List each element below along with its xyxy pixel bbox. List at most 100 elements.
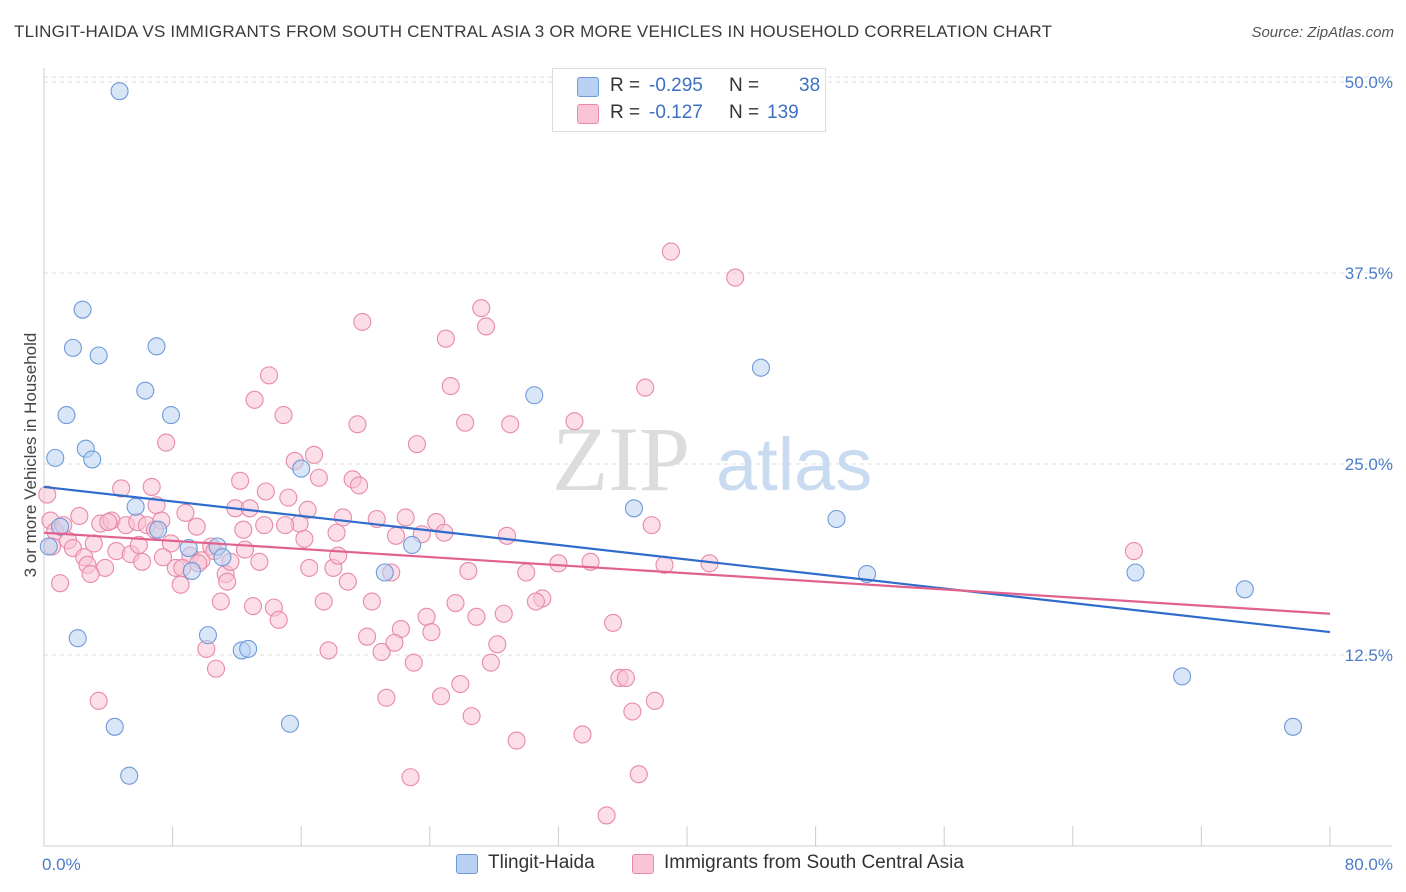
y-tick-label-1: 25.0% <box>1345 455 1393 474</box>
tlingit-point-32 <box>827 509 846 529</box>
immigrants-point-56 <box>314 592 333 611</box>
tlingit-legend-swatch <box>456 854 478 874</box>
tlingit-point-22 <box>525 386 544 405</box>
immigrants-point-129 <box>459 561 478 581</box>
tlingit-r-value: -0.295 <box>649 75 703 96</box>
immigrants-point-122 <box>276 516 295 535</box>
tlingit-point-37 <box>1283 717 1303 736</box>
tlingit-point-4 <box>147 337 166 356</box>
immigrants-point-28 <box>176 503 195 522</box>
immigrants-point-82 <box>441 377 460 396</box>
tlingit-point-24 <box>68 629 87 648</box>
tlingit-point-6 <box>57 406 76 425</box>
immigrants-point-25 <box>161 534 181 553</box>
immigrants-point-98 <box>565 412 584 431</box>
tlingit-point-12 <box>51 517 70 536</box>
immigrants-point-92 <box>494 604 513 623</box>
immigrants-point-123 <box>298 500 317 519</box>
immigrants-point-116 <box>99 513 118 532</box>
immigrants-point-84 <box>451 674 470 694</box>
immigrants-point-39 <box>231 471 250 490</box>
immigrants-point-89 <box>477 317 496 336</box>
immigrants-point-126 <box>385 633 404 652</box>
tlingit-point-14 <box>149 520 168 539</box>
immigrants-point-27 <box>171 575 190 594</box>
immigrants-point-45 <box>259 366 279 385</box>
immigrants-point-127 <box>404 653 423 672</box>
immigrants-point-35 <box>211 592 230 611</box>
n-label: N = <box>729 102 760 123</box>
immigrants-point-125 <box>350 476 369 495</box>
immigrants-point-54 <box>305 445 324 464</box>
tlingit-point-10 <box>83 450 102 469</box>
immigrants-point-65 <box>358 627 377 646</box>
immigrants-point-94 <box>507 731 526 750</box>
watermark: ZIP atlas <box>552 408 872 510</box>
tlingit-point-5 <box>136 381 155 400</box>
immigrants-point-132 <box>1124 542 1143 561</box>
immigrants-trend-line <box>43 531 1331 615</box>
immigrants-point-124 <box>327 523 346 542</box>
tlingit-point-36 <box>1173 667 1192 686</box>
immigrants-point-73 <box>396 508 415 527</box>
stats-legend: R = -0.295 N = 38 R = -0.127 N = 139 <box>552 68 826 132</box>
immigrants-point-133 <box>81 564 100 584</box>
immigrants-point-137 <box>218 572 237 591</box>
immigrants-point-95 <box>517 563 536 582</box>
immigrants-point-61 <box>338 572 357 591</box>
tlingit-point-13 <box>39 537 58 556</box>
immigrants-point-64 <box>353 312 372 331</box>
tlingit-point-29 <box>280 714 299 733</box>
immigrants-point-42 <box>245 390 264 409</box>
y-tick-label-0: 12.5% <box>1345 646 1393 665</box>
source-label: Source: ZipAtlas.com <box>1251 24 1394 41</box>
immigrants-point-134 <box>129 535 148 555</box>
immigrants-point-120 <box>234 520 253 539</box>
immigrants-point-41 <box>240 499 259 518</box>
tlingit-point-21 <box>403 535 422 555</box>
immigrants-swatch <box>577 104 599 124</box>
immigrants-point-135 <box>153 548 173 567</box>
tlingit-point-34 <box>1126 563 1145 582</box>
tlingit-point-8 <box>46 448 65 467</box>
n-label: N = <box>729 75 760 96</box>
x-tick-label-0: 0.0% <box>42 855 81 874</box>
immigrants-point-86 <box>462 707 481 726</box>
immigrants-point-101 <box>597 806 616 825</box>
tlingit-point-17 <box>213 548 232 567</box>
immigrants-point-71 <box>386 526 406 545</box>
immigrants-point-113 <box>726 268 745 287</box>
immigrants-point-108 <box>642 516 661 535</box>
immigrants-point-97 <box>549 554 568 573</box>
immigrants-point-7 <box>70 506 89 526</box>
immigrants-point-19 <box>133 552 152 571</box>
immigrants-point-75 <box>407 435 426 454</box>
gridlines <box>44 76 1392 656</box>
immigrants-point-93 <box>501 415 520 434</box>
tlingit-point-1 <box>73 300 92 319</box>
immigrants-point-53 <box>300 558 319 577</box>
immigrants-point-60 <box>333 508 353 527</box>
immigrants-point-49 <box>279 488 298 507</box>
tlingit-n-value: 38 <box>799 75 821 96</box>
tlingit-point-15 <box>179 538 198 558</box>
immigrants-point-47 <box>269 610 288 629</box>
immigrants-point-138 <box>243 597 263 616</box>
tlingit-legend-label: Tlingit-Haida <box>488 852 595 873</box>
immigrants-n-value: 139 <box>767 102 799 123</box>
axes <box>43 68 1392 847</box>
r-label: R = <box>610 75 641 96</box>
tlingit-trend-line <box>43 485 1331 634</box>
immigrants-point-115 <box>89 691 108 710</box>
y-tick-label-2: 37.5% <box>1345 264 1393 283</box>
tlingit-point-30 <box>120 766 139 785</box>
immigrants-point-87 <box>467 607 486 626</box>
immigrants-point-77 <box>417 607 436 626</box>
chart-title: TLINGIT-HAIDA VS IMMIGRANTS FROM SOUTH C… <box>14 22 1053 41</box>
immigrants-point-99 <box>573 725 592 744</box>
immigrants-legend-label: Immigrants from South Central Asia <box>664 852 964 873</box>
tlingit-point-25 <box>198 626 218 645</box>
immigrants-point-78 <box>422 623 441 642</box>
tlingit-point-20 <box>375 563 394 582</box>
